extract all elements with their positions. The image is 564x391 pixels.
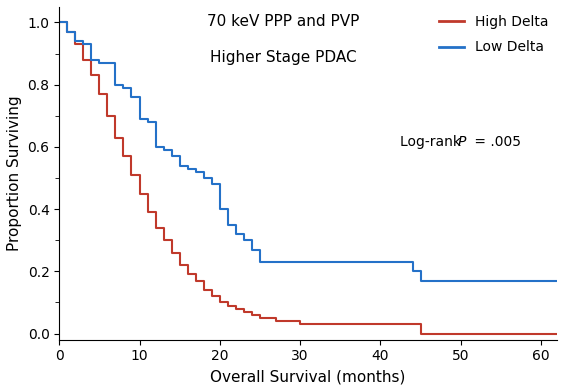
Text: = .005: = .005 bbox=[470, 135, 521, 149]
Text: P: P bbox=[457, 135, 466, 149]
Text: 70 keV PPP and PVP: 70 keV PPP and PVP bbox=[207, 14, 359, 29]
X-axis label: Overall Survival (months): Overall Survival (months) bbox=[210, 369, 406, 384]
Text: Log-rank: Log-rank bbox=[400, 135, 466, 149]
Text: Higher Stage PDAC: Higher Stage PDAC bbox=[210, 50, 356, 65]
Legend: High Delta, Low Delta: High Delta, Low Delta bbox=[434, 10, 554, 60]
Y-axis label: Proportion Surviving: Proportion Surviving bbox=[7, 95, 22, 251]
